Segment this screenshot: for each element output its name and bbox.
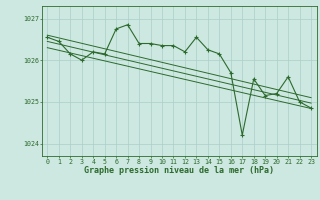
X-axis label: Graphe pression niveau de la mer (hPa): Graphe pression niveau de la mer (hPa) bbox=[84, 166, 274, 175]
